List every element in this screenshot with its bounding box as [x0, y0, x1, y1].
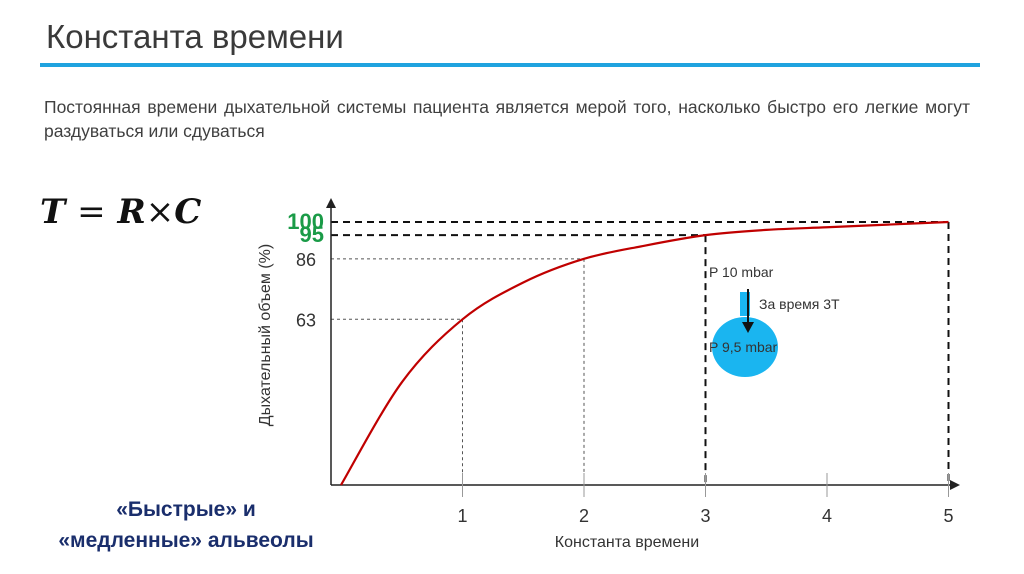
tick-labels: Константа времени Дыхательный объем (%) 1 2…	[257, 209, 954, 551]
axes	[326, 198, 960, 490]
y-tick-label: 86	[296, 250, 316, 270]
x-axis-arrow	[950, 480, 960, 490]
y-axis-arrow	[326, 198, 336, 208]
series-line	[341, 222, 949, 485]
x-tick-label: 5	[943, 506, 953, 526]
series	[341, 222, 949, 485]
x-axis-label: Константа времени	[555, 534, 699, 551]
annotation: P 10 mbar За время 3T P 9,5 mbar	[709, 264, 840, 377]
x-tick-label: 4	[822, 506, 832, 526]
y-axis-label: Дыхательный объем (%)	[257, 244, 274, 426]
x-tick-label: 1	[457, 506, 467, 526]
x-tick-label: 3	[700, 506, 710, 526]
x-tick-label: 2	[579, 506, 589, 526]
pressure-top-label: P 10 mbar	[709, 264, 774, 280]
reference-lines	[331, 222, 949, 485]
arrow-label: За время 3T	[759, 296, 840, 312]
pressure-bottom-label: P 9,5 mbar	[709, 339, 778, 355]
y-tick-label: 63	[296, 310, 316, 330]
y-tick-label: 100	[287, 209, 324, 234]
